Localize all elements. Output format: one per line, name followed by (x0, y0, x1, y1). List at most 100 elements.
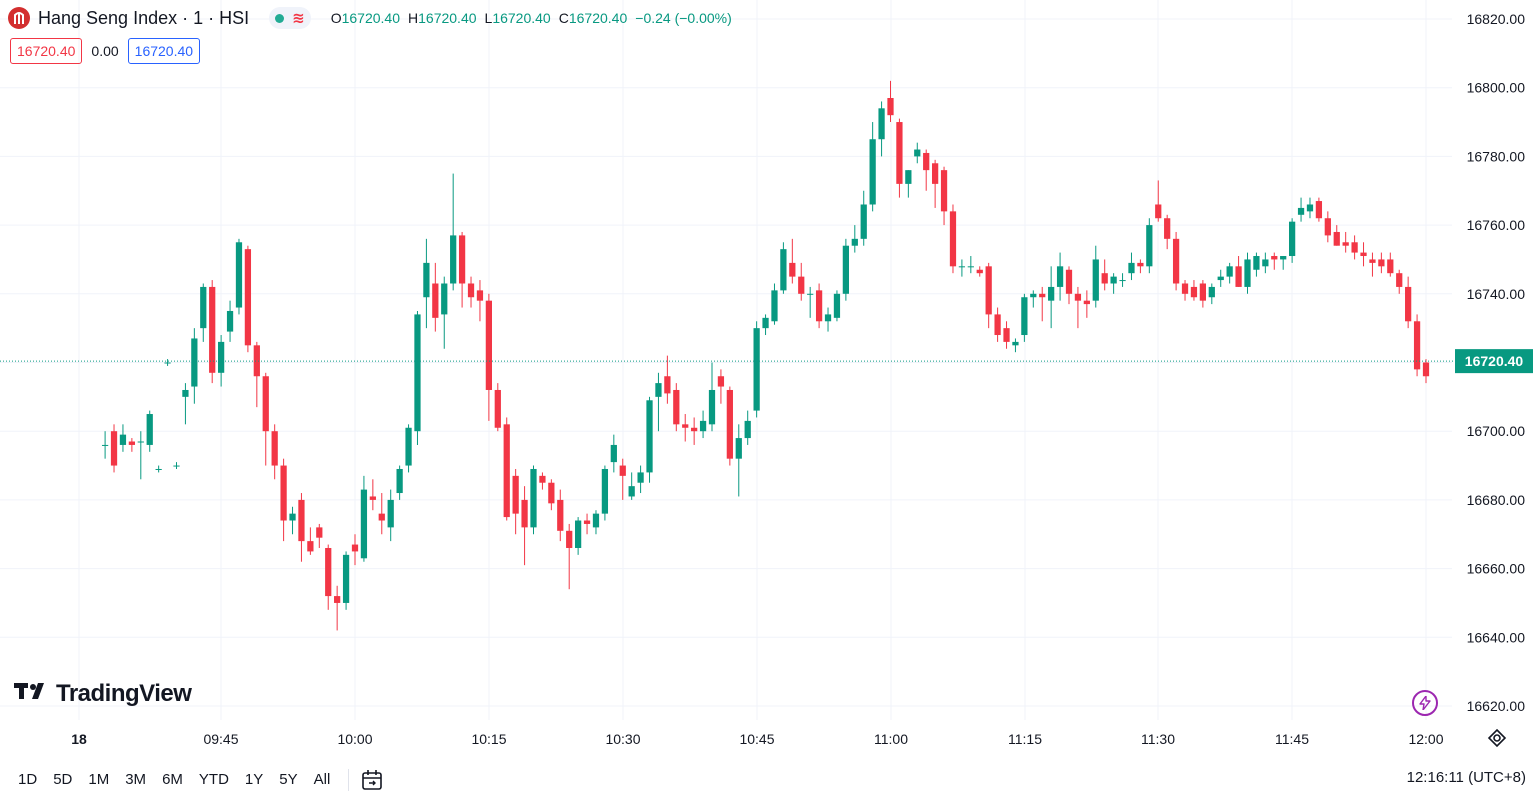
candle-body-81 (824, 314, 832, 322)
candle-body-16 (244, 249, 252, 346)
candle-body-92 (923, 152, 930, 171)
time-tick-label-1: 09:45 (203, 731, 238, 747)
candle-body-134 (1297, 207, 1305, 215)
candle-body-42 (476, 290, 484, 301)
candle-body-24 (316, 527, 323, 538)
range-button-1m[interactable]: 1M (88, 771, 110, 788)
candle-body-72 (744, 420, 751, 439)
candle-21 (289, 506, 296, 535)
candle-63 (664, 355, 671, 404)
candle-80 (815, 283, 823, 329)
candle-body-0 (101, 444, 109, 446)
candle-body-4 (137, 441, 144, 443)
candles (101, 80, 1430, 631)
grid-lines (0, 0, 1452, 720)
candle-120 (1172, 231, 1180, 291)
high-key: H (408, 10, 419, 26)
candle-body-64 (673, 389, 680, 425)
tradingview-logo[interactable]: TradingView (14, 680, 192, 708)
candle-body-83 (842, 245, 849, 294)
range-button-1d[interactable]: 1D (18, 771, 38, 788)
candle-body-13 (218, 341, 225, 373)
axis-settings-icon[interactable] (1487, 728, 1507, 748)
candle-57 (610, 434, 617, 473)
candle-45 (503, 417, 510, 521)
candle-body-85 (860, 204, 867, 239)
candle-body-2 (119, 434, 127, 445)
candlestick-chart[interactable]: 16820.00 16800.00 16780.00 16760.00 16740.00… (0, 0, 1536, 760)
candle-86 (869, 122, 876, 212)
range-button-3m[interactable]: 3M (125, 771, 147, 788)
candle-body-147 (1413, 321, 1421, 370)
candle-body-6 (155, 468, 162, 470)
candle-106 (1048, 266, 1055, 329)
range-button-all[interactable]: All (313, 771, 331, 788)
time-zone-clock[interactable]: 12:16:11 (UTC+8) (1406, 769, 1526, 786)
buy-price-button[interactable]: 16720.40 (127, 38, 201, 64)
range-button-ytd[interactable]: YTD (198, 771, 229, 788)
candle-3 (128, 438, 135, 452)
go-to-date-calendar-icon[interactable] (359, 767, 385, 793)
candle-84 (851, 225, 858, 253)
lightning-bolt-icon[interactable] (1412, 690, 1438, 716)
candle-53 (575, 517, 582, 555)
candle-body-95 (949, 211, 957, 267)
symbol-legend: Hang Seng Index · 1 · HSI ≋ O16720.40 H1… (8, 6, 732, 30)
candle-144 (1387, 252, 1394, 277)
range-button-5y[interactable]: 5Y (279, 771, 298, 788)
candle-11 (200, 283, 207, 342)
price-axis[interactable]: 16820.00 16800.00 16780.00 16760.00 16740.00… (1455, 11, 1533, 714)
hsi-logo-icon[interactable] (8, 7, 30, 29)
candle-35 (414, 310, 421, 445)
candle-79 (807, 286, 814, 318)
candle-100 (994, 307, 1001, 342)
time-tick-label-2: 10:00 (337, 731, 372, 747)
candle-body-20 (280, 465, 287, 521)
candle-32 (387, 489, 394, 542)
candle-body-61 (646, 400, 653, 473)
market-status-pill[interactable]: ≋ (269, 7, 311, 29)
candle-121 (1181, 280, 1189, 301)
candle-58 (619, 458, 626, 500)
candle-117 (1146, 218, 1153, 274)
candle-body-27 (342, 554, 350, 603)
candle-71 (735, 424, 742, 497)
time-tick-label-7: 11:15 (1008, 731, 1042, 747)
candle-134 (1297, 197, 1305, 222)
candle-body-28 (351, 544, 359, 552)
symbol-title[interactable]: Hang Seng Index · 1 · HSI (38, 7, 250, 28)
candle-body-148 (1422, 362, 1430, 377)
candle-body-125 (1217, 276, 1224, 281)
candle-96 (958, 259, 966, 277)
candle-body-91 (914, 149, 921, 157)
candle-body-90 (905, 170, 912, 184)
candle-body-80 (815, 290, 823, 322)
range-button-6m[interactable]: 6M (162, 771, 183, 788)
candle-body-107 (1056, 266, 1064, 287)
candle-body-50 (548, 482, 555, 504)
candle-body-67 (699, 420, 707, 432)
candle-141 (1360, 242, 1367, 267)
price-tick-label-10: 16620.00 (1467, 698, 1526, 714)
candle-118 (1155, 180, 1162, 222)
candle-128 (1244, 252, 1251, 294)
candle-body-110 (1083, 300, 1090, 305)
candle-body-126 (1226, 266, 1233, 277)
candle-body-30 (369, 496, 376, 500)
candle-body-115 (1128, 262, 1135, 274)
candle-113 (1110, 273, 1117, 294)
candle-87 (878, 101, 885, 157)
candle-body-130 (1262, 259, 1269, 267)
candle-104 (1030, 290, 1037, 308)
range-button-5d[interactable]: 5D (53, 771, 73, 788)
quote-row: 16720.40 0.00 16720.40 (10, 38, 201, 64)
candle-13 (218, 335, 225, 387)
sell-price-button[interactable]: 16720.40 (10, 38, 83, 64)
candle-body-47 (521, 499, 528, 528)
time-tick-label-6: 11:00 (874, 731, 908, 747)
range-button-1y[interactable]: 1Y (244, 771, 264, 788)
candle-body-33 (396, 468, 403, 494)
candle-body-117 (1146, 225, 1153, 267)
candle-19 (271, 424, 278, 480)
time-axis[interactable]: 18 09:45 10:00 10:15 10:30 10:45 11:00 11:15 11:… (71, 731, 1444, 747)
